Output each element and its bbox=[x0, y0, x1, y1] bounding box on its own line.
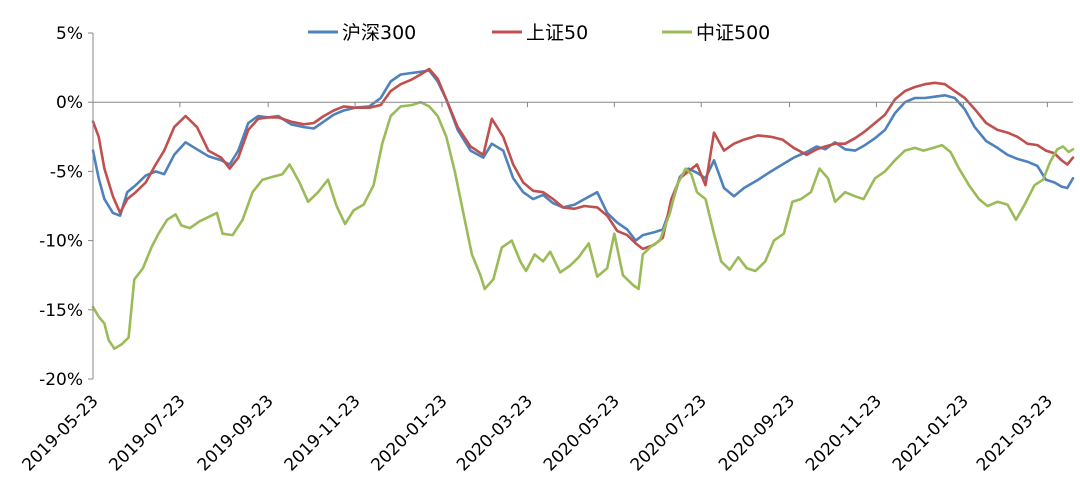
x-tick-label: 2019-11-23 bbox=[281, 391, 365, 475]
x-tick-label: 2020-01-23 bbox=[368, 391, 452, 475]
x-tick-label: 2020-07-23 bbox=[627, 391, 711, 475]
y-tick-label: 5% bbox=[56, 24, 83, 44]
x-tick-label: 2020-03-23 bbox=[453, 391, 537, 475]
y-tick-label: -5% bbox=[50, 162, 83, 182]
y-tick-label: -15% bbox=[39, 301, 83, 321]
series-line-2 bbox=[91, 67, 1075, 251]
x-tick-label: 2019-07-23 bbox=[105, 391, 189, 475]
y-tick-label: -10% bbox=[39, 232, 83, 252]
x-tick-label: 2019-09-23 bbox=[194, 391, 278, 475]
x-axis-ticks: 2019-05-23 2019-07-23 2019-09-23 2019-11-23… bbox=[19, 102, 1057, 475]
series-line-3 bbox=[91, 100, 1075, 350]
y-tick-label: 0% bbox=[56, 93, 83, 113]
x-tick-label: 2021-03-23 bbox=[973, 391, 1057, 475]
y-tick-label: -20% bbox=[39, 370, 83, 390]
x-tick-label: 2020-11-23 bbox=[802, 391, 886, 475]
x-tick-label: 2020-09-23 bbox=[715, 391, 799, 475]
series-layer bbox=[91, 67, 1075, 350]
x-tick-label: 2020-05-23 bbox=[540, 391, 624, 475]
legend: 沪深300 上证50 中证500 bbox=[308, 22, 770, 44]
legend-label-3: 中证500 bbox=[696, 22, 770, 44]
y-axis-ticks: 5% 0% -5% -10% -15% -20% bbox=[39, 24, 93, 390]
legend-label-2: 上证50 bbox=[526, 22, 588, 44]
legend-label-1: 沪深300 bbox=[342, 22, 416, 44]
x-tick-label: 2021-01-23 bbox=[889, 391, 973, 475]
series-line-1 bbox=[91, 69, 1075, 242]
x-tick-label: 2019-05-23 bbox=[19, 391, 103, 475]
